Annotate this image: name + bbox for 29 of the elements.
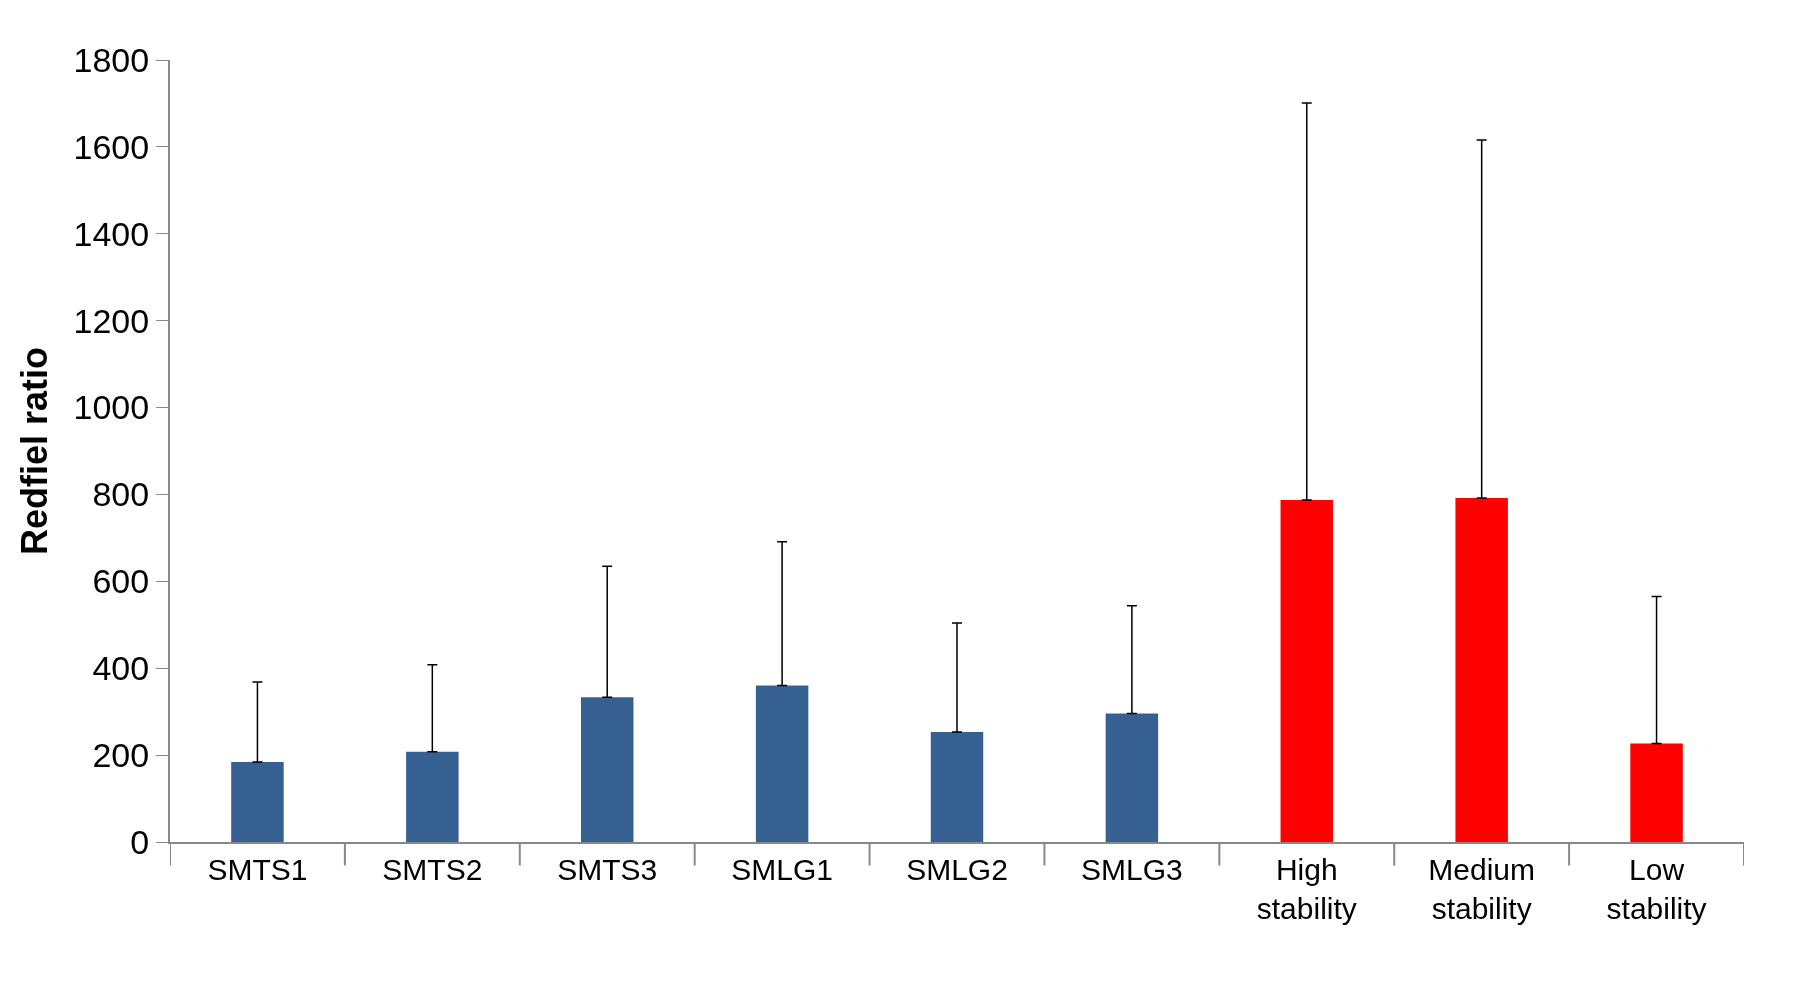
bar	[1455, 497, 1508, 842]
bar	[580, 697, 634, 842]
x-tick-label: SMTS1	[207, 853, 308, 886]
y-axis-title: Redfiel ratio	[13, 346, 55, 556]
y-tick-label: 0	[130, 822, 150, 861]
bar	[755, 685, 809, 842]
y-tick-label: 1800	[73, 40, 150, 79]
y-tick-label: 1600	[73, 127, 150, 166]
x-tick-label: Low stability	[1606, 853, 1707, 925]
bar	[1630, 743, 1683, 842]
x-tick-label: SMLG3	[1081, 853, 1183, 886]
y-tick-label: 1200	[73, 301, 150, 340]
y-tick-label: 1400	[73, 214, 150, 253]
x-tick-label: High stability	[1256, 853, 1357, 925]
y-tick-label: 1000	[73, 388, 150, 427]
bar	[1105, 713, 1159, 842]
bar	[1280, 500, 1334, 842]
x-tick-label: SMTS3	[557, 853, 658, 886]
y-tick-label: 800	[92, 475, 150, 514]
x-tick-label: SMLG2	[906, 853, 1008, 886]
bar	[406, 751, 459, 842]
bar	[231, 762, 284, 842]
bar	[930, 732, 984, 842]
x-tick-label: SMTS2	[382, 853, 483, 886]
x-tick-label: SMLG1	[731, 853, 833, 886]
y-tick-label: 200	[92, 736, 150, 775]
x-tick-label: Medium stability	[1428, 853, 1536, 925]
y-tick-label: 600	[92, 562, 150, 601]
y-tick-label: 400	[92, 649, 150, 688]
